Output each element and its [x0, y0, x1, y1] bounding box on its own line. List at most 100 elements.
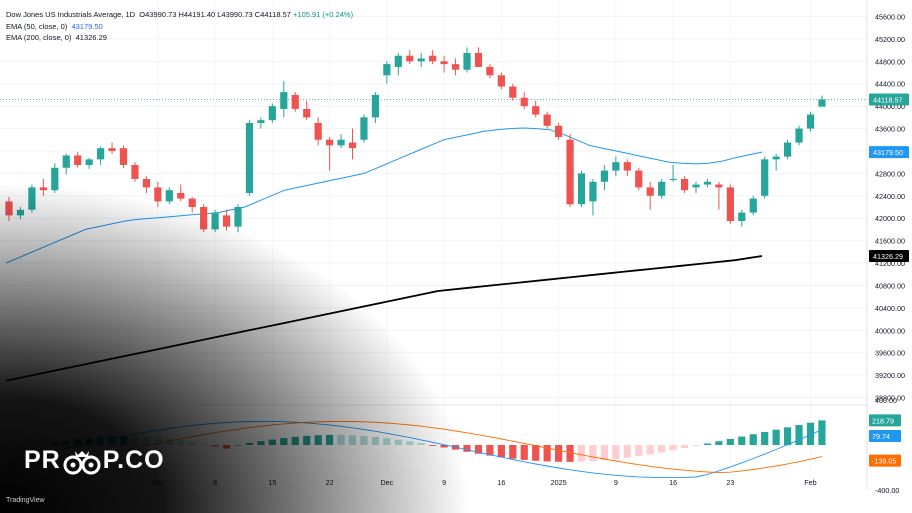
candle-body [612, 162, 620, 171]
candle-body [303, 108, 311, 118]
macd-hist-bar [703, 443, 712, 445]
macd-tick-label: 400.00 [875, 396, 897, 405]
candle-body [222, 215, 231, 227]
candle-body [761, 159, 769, 196]
y-tick-label: 40400.00 [875, 304, 905, 313]
macd-hist-bar [394, 439, 402, 445]
x-tick-label: 9 [614, 478, 618, 487]
candle-body [589, 181, 597, 202]
macd-hist-bar [142, 436, 150, 445]
macd-hist-bar [406, 441, 414, 445]
candle-body [474, 52, 483, 67]
candle-body [119, 148, 128, 165]
macd-hist-bar [520, 445, 528, 460]
macd-hist-bar [532, 445, 540, 461]
candle-body [429, 55, 437, 62]
signal-value-label: -139.05 [872, 457, 896, 466]
y-tick-label: 45200.00 [875, 35, 905, 44]
macd-hist-bar [337, 434, 345, 445]
candle-body [131, 164, 139, 179]
macd-hist-bar [761, 431, 769, 445]
x-tick-label: 16 [669, 478, 677, 487]
macd-hist-bar [738, 436, 746, 445]
macd-hist-bar [669, 445, 677, 451]
macd-hist-bar [497, 445, 505, 458]
macd-hist-bar [200, 444, 208, 445]
macd-hist-bar [555, 445, 563, 462]
x-tick-label: 22 [326, 478, 334, 487]
macd-hist-bar [692, 445, 700, 446]
instrument-title: Dow Jones US Industrials Average, 1D [6, 10, 136, 19]
macd-hist-bar [108, 436, 116, 445]
macd-hist-bar [348, 435, 357, 445]
macd-hist-bar [429, 445, 437, 446]
macd-hist-bar [16, 445, 25, 450]
candle-body [726, 187, 734, 222]
candle-body [39, 187, 47, 191]
candle-body [577, 173, 586, 205]
candle-body [646, 187, 654, 196]
candle-body [406, 55, 414, 62]
candle-body [623, 162, 631, 171]
candle-body [703, 181, 712, 185]
candle-body [97, 148, 105, 160]
y-tick-label: 39200.00 [875, 371, 905, 380]
candle-body [142, 178, 150, 188]
candle-body [680, 178, 689, 191]
candle-body [74, 155, 82, 165]
x-tick-label: Feb [804, 478, 816, 487]
x-tick-label: 15 [268, 478, 276, 487]
macd-hist-bar [818, 420, 826, 445]
macd-hist-bar [234, 444, 242, 446]
ema50-label: EMA (50, close, 0) [6, 21, 68, 31]
macd-hist-bar [646, 445, 654, 455]
macd-hist-bar [784, 427, 792, 445]
macd-hist-bar [303, 435, 311, 445]
owl-eyes-icon [63, 449, 101, 474]
candle-body [566, 139, 574, 205]
macd-hist-bar [726, 438, 734, 445]
candle-body [234, 207, 242, 227]
y-tick-label: 44800.00 [875, 57, 905, 66]
candle-body [394, 55, 402, 67]
candle-body [463, 52, 471, 70]
candle-body [451, 64, 460, 70]
macd-hist-bar [5, 445, 13, 452]
macd-hist-bar [463, 445, 471, 452]
macd-hist-bar [131, 436, 139, 445]
macd-hist-bar [715, 441, 723, 445]
candle-body [360, 117, 368, 140]
candle-body [211, 212, 219, 230]
candle-body [16, 209, 25, 216]
y-tick-label: 42000.00 [875, 214, 905, 223]
macd-hist-bar [680, 445, 689, 449]
macd-hist-bar [589, 445, 597, 462]
candle-body [600, 170, 608, 182]
macd-hist-bar [577, 445, 586, 462]
candle-body [520, 97, 528, 107]
macd-hist-bar [268, 439, 276, 445]
macd-hist-bar [371, 436, 379, 445]
candle-body [669, 178, 677, 180]
candle-body [749, 198, 757, 213]
macd-hist-bar [222, 445, 231, 449]
candle-body [497, 75, 505, 87]
candle-body [200, 207, 208, 230]
x-tick-label: Nov [151, 478, 164, 487]
macd-hist-bar [600, 445, 608, 461]
macd-hist-bar [257, 441, 265, 445]
ema50-value: 43179.50 [71, 21, 103, 31]
ema50-price-label: 43179.50 [873, 148, 903, 157]
candle-body [5, 201, 13, 216]
candle-body [28, 187, 36, 210]
x-tick-label: 16 [497, 478, 505, 487]
tradingview-watermark: TradingView [6, 497, 45, 504]
candle-body [509, 86, 517, 98]
candle-body [715, 184, 723, 188]
candle-body [555, 125, 563, 137]
candle-body [486, 66, 494, 76]
ema200-value: 41326.29 [75, 33, 107, 42]
logo-text-left: PR [24, 446, 61, 474]
macd-hist-bar [74, 439, 82, 445]
